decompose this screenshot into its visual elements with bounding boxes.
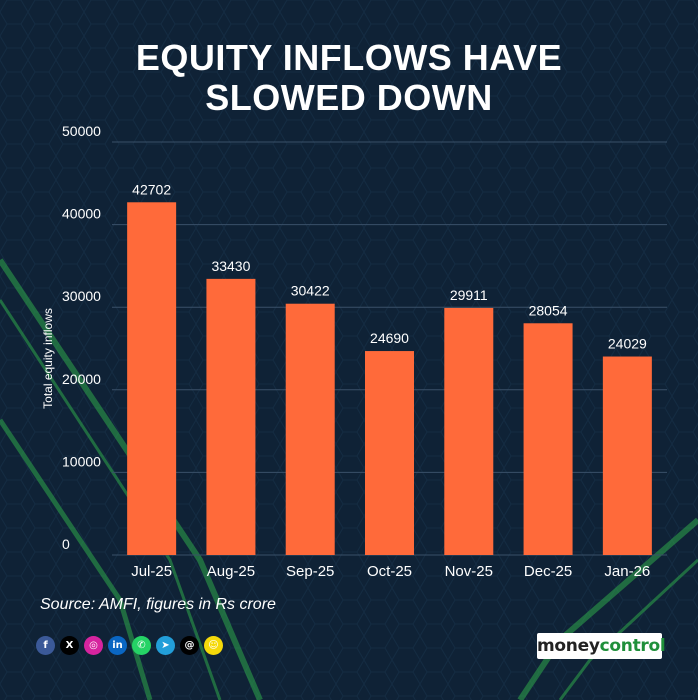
x-tick-label: Jan-26 [604,563,650,580]
source-note: Source: AMFI, figures in Rs crore [40,596,276,613]
bar [602,356,652,555]
x-tick-label: Nov-25 [445,563,493,580]
moneycontrol-logo[interactable]: moneycontrol [537,633,666,659]
y-tick-label: 50000 [62,123,101,139]
social-icons-row: f X ◎ in ✆ ➤ @ ☺ [36,636,223,655]
data-label: 42702 [132,181,171,197]
bar [365,351,414,555]
y-tick-label: 30000 [62,288,101,304]
linkedin-icon[interactable]: in [108,636,127,655]
facebook-icon[interactable]: f [36,636,55,655]
bar [444,307,494,555]
snapchat-icon[interactable]: ☺ [204,636,223,655]
title-line-1: EQUITY INFLOWS HAVE [135,37,563,78]
data-label: 28054 [529,302,568,318]
data-label: 24029 [608,336,647,352]
bar [285,303,335,555]
bar [127,202,177,555]
instagram-icon[interactable]: ◎ [84,636,103,655]
bar [206,278,256,555]
y-tick-label: 10000 [62,453,101,469]
x-tick-label: Aug-25 [207,563,255,580]
logo-text-money: money [537,636,600,656]
y-axis-label: Total equity inflows [41,308,55,409]
data-label: 29911 [450,287,488,303]
whatsapp-icon[interactable]: ✆ [132,636,151,655]
y-tick-label: 40000 [62,206,101,222]
telegram-icon[interactable]: ➤ [156,636,175,655]
logo-text-control: control [599,636,666,656]
title-line-2: SLOWED DOWN [205,77,493,118]
threads-icon[interactable]: @ [180,636,199,655]
data-label: 30422 [291,283,330,299]
y-tick-label: 20000 [62,371,101,387]
x-tick-label: Sep-25 [286,563,334,580]
data-label: 24690 [370,330,409,346]
data-label: 33430 [211,258,250,274]
x-tick-label: Jul-25 [131,563,172,580]
x-icon[interactable]: X [60,636,79,655]
decorative-green-stripes [0,258,698,700]
x-tick-label: Dec-25 [524,563,572,580]
bar [523,323,573,555]
x-tick-label: Oct-25 [367,563,412,580]
y-tick-label: 0 [62,536,70,552]
chart-title: EQUITY INFLOWS HAVE SLOWED DOWN [0,38,698,118]
